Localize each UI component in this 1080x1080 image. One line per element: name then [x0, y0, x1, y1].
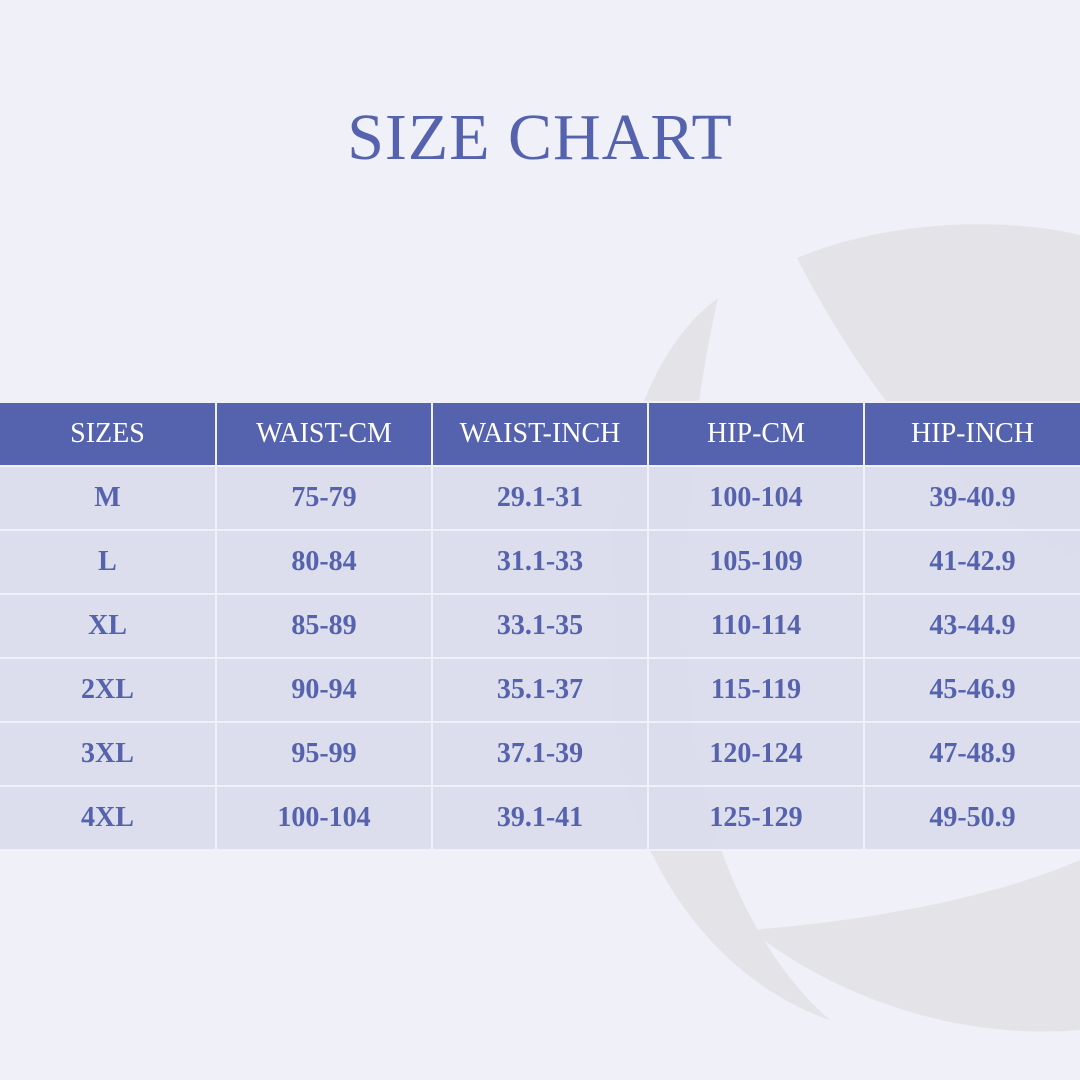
- cell-hip-cm: 115-119: [647, 657, 865, 723]
- cell-size: 3XL: [0, 721, 217, 787]
- cell-size: M: [0, 465, 217, 531]
- cell-waist-inch: 29.1-31: [431, 465, 649, 531]
- cell-waist-cm: 85-89: [215, 593, 433, 659]
- cell-size: 4XL: [0, 785, 217, 851]
- cell-waist-inch: 33.1-35: [431, 593, 649, 659]
- cell-size: 2XL: [0, 657, 217, 723]
- table-row: XL 85-89 33.1-35 110-114 43-44.9: [0, 593, 1080, 659]
- cell-hip-cm: 125-129: [647, 785, 865, 851]
- cell-hip-inch: 39-40.9: [863, 465, 1080, 531]
- table-row: 2XL 90-94 35.1-37 115-119 45-46.9: [0, 657, 1080, 723]
- table-row: 4XL 100-104 39.1-41 125-129 49-50.9: [0, 785, 1080, 851]
- table-row: L 80-84 31.1-33 105-109 41-42.9: [0, 529, 1080, 595]
- cell-hip-inch: 43-44.9: [863, 593, 1080, 659]
- cell-waist-inch: 37.1-39: [431, 721, 649, 787]
- size-chart-table: SIZES WAIST-CM WAIST-INCH HIP-CM HIP-INC…: [0, 401, 1080, 851]
- cell-waist-inch: 31.1-33: [431, 529, 649, 595]
- header-hip-inch: HIP-INCH: [863, 401, 1080, 467]
- header-sizes: SIZES: [0, 401, 217, 467]
- cell-hip-inch: 47-48.9: [863, 721, 1080, 787]
- header-waist-inch: WAIST-INCH: [431, 401, 649, 467]
- cell-waist-cm: 75-79: [215, 465, 433, 531]
- header-waist-cm: WAIST-CM: [215, 401, 433, 467]
- cell-size: XL: [0, 593, 217, 659]
- cell-waist-cm: 90-94: [215, 657, 433, 723]
- cell-hip-cm: 105-109: [647, 529, 865, 595]
- cell-waist-cm: 80-84: [215, 529, 433, 595]
- page-title: SIZE CHART: [347, 101, 733, 174]
- cell-hip-inch: 41-42.9: [863, 529, 1080, 595]
- cell-hip-cm: 110-114: [647, 593, 865, 659]
- table-row: M 75-79 29.1-31 100-104 39-40.9: [0, 465, 1080, 531]
- header-hip-cm: HIP-CM: [647, 401, 865, 467]
- cell-waist-inch: 35.1-37: [431, 657, 649, 723]
- cell-hip-cm: 120-124: [647, 721, 865, 787]
- table-header-row: SIZES WAIST-CM WAIST-INCH HIP-CM HIP-INC…: [0, 401, 1080, 467]
- cell-waist-cm: 95-99: [215, 721, 433, 787]
- cell-hip-cm: 100-104: [647, 465, 865, 531]
- cell-waist-inch: 39.1-41: [431, 785, 649, 851]
- cell-waist-cm: 100-104: [215, 785, 433, 851]
- cell-size: L: [0, 529, 217, 595]
- cell-hip-inch: 49-50.9: [863, 785, 1080, 851]
- cell-hip-inch: 45-46.9: [863, 657, 1080, 723]
- watermark-swoosh-bottom: [750, 860, 1080, 1032]
- table-row: 3XL 95-99 37.1-39 120-124 47-48.9: [0, 721, 1080, 787]
